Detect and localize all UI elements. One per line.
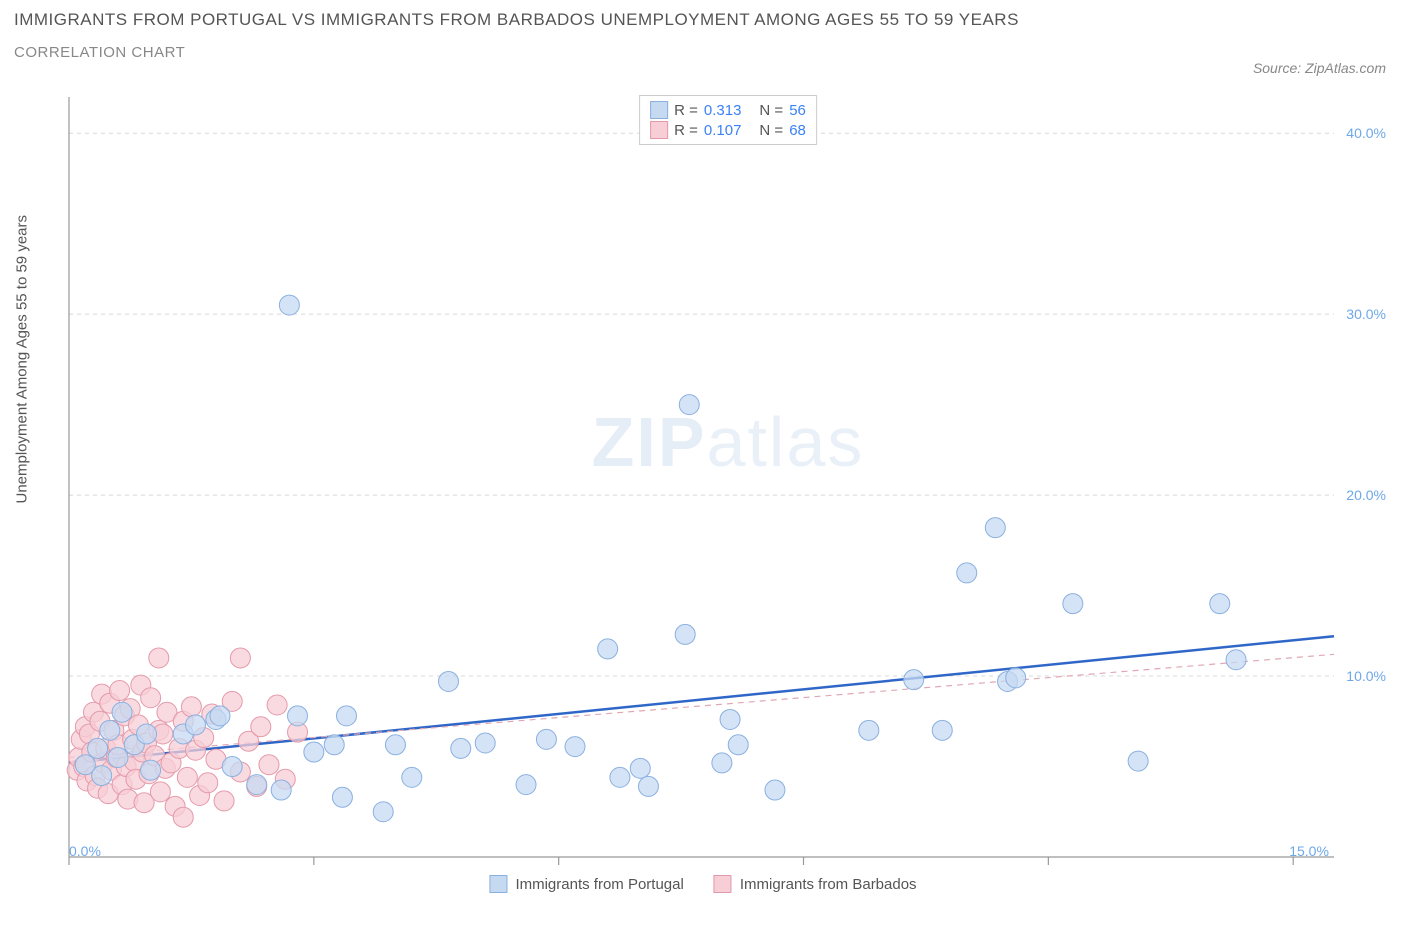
stats-row: R = 0.313 N = 56: [650, 100, 806, 120]
stats-swatch: [650, 121, 668, 139]
n-label: N =: [759, 122, 783, 139]
plot-area: ZIPatlas R =0.313N =56R =0.107N =68 10.0…: [64, 95, 1392, 865]
x-min-label: 0.0%: [69, 843, 101, 859]
r-label: R =: [674, 122, 698, 139]
n-label: N =: [759, 102, 783, 119]
legend-label: Immigrants from Portugal: [515, 876, 683, 893]
y-tick-label: 20.0%: [1346, 487, 1386, 503]
legend-label: Immigrants from Barbados: [740, 876, 917, 893]
chart-title: IMMIGRANTS FROM PORTUGAL VS IMMIGRANTS F…: [14, 10, 1019, 30]
legend-item: Immigrants from Portugal: [489, 875, 683, 893]
stats-swatch: [650, 101, 668, 119]
chart-subtitle: CORRELATION CHART: [14, 44, 1019, 61]
n-value: 56: [789, 102, 806, 119]
y-tick-label: 10.0%: [1346, 668, 1386, 684]
x-max-label: 15.0%: [1289, 843, 1329, 859]
y-tick-label: 40.0%: [1346, 125, 1386, 141]
n-value: 68: [789, 122, 806, 139]
y-tick-label: 30.0%: [1346, 306, 1386, 322]
r-value: 0.313: [704, 102, 742, 119]
source-citation: Source: ZipAtlas.com: [1253, 60, 1386, 76]
scatter-svg: [64, 95, 1392, 865]
stats-box: R = 0.313 N = 56 R = 0.107 N = 68: [639, 95, 817, 145]
legend-swatch: [714, 875, 732, 893]
legend-bottom: Immigrants from Portugal Immigrants from …: [489, 875, 916, 893]
r-value: 0.107: [704, 122, 742, 139]
legend-item: Immigrants from Barbados: [714, 875, 917, 893]
title-block: IMMIGRANTS FROM PORTUGAL VS IMMIGRANTS F…: [14, 10, 1019, 61]
y-axis-label: Unemployment Among Ages 55 to 59 years: [14, 215, 31, 504]
stats-row: R = 0.107 N = 68: [650, 120, 806, 140]
legend-swatch: [489, 875, 507, 893]
r-label: R =: [674, 102, 698, 119]
chart-container: Unemployment Among Ages 55 to 59 years Z…: [14, 95, 1392, 895]
